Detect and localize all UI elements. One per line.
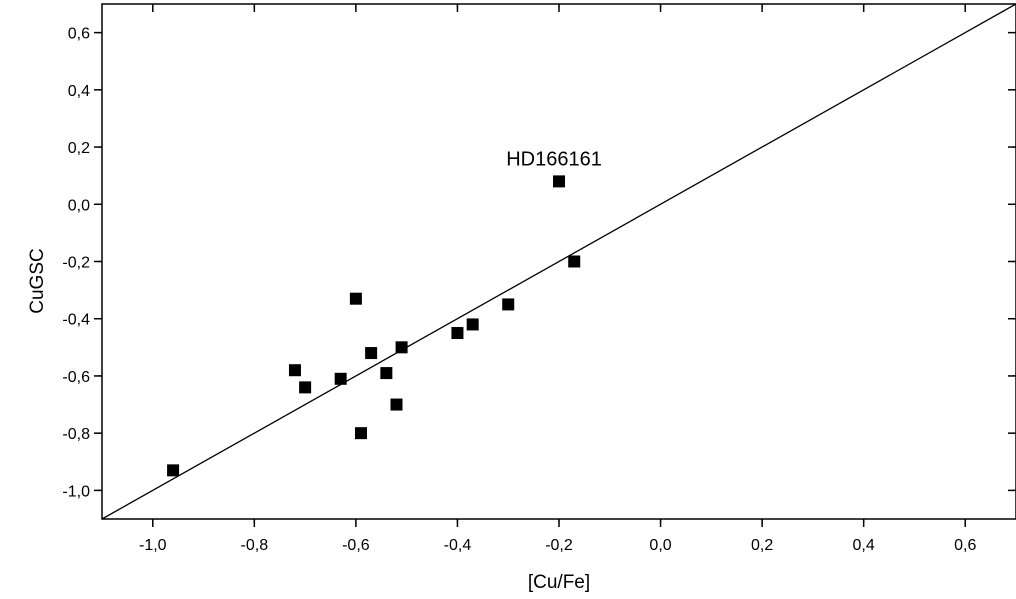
point-annotation: HD166161 [506, 148, 602, 170]
data-point [390, 398, 403, 411]
y-tick-label: 0,4 [68, 83, 90, 100]
x-tick-label: 0,4 [853, 537, 875, 554]
data-point [354, 427, 367, 440]
x-tick-label: 0,2 [751, 537, 773, 554]
data-point [502, 298, 515, 311]
x-axis-label: [Cu/Fe] [528, 572, 590, 593]
data-point [451, 327, 464, 340]
data-point [466, 318, 479, 331]
data-point [553, 175, 565, 188]
y-tick-label: 0,6 [68, 26, 90, 43]
y-tick-label: -0,8 [62, 426, 90, 443]
data-point [349, 292, 362, 305]
fit-line [101, 3, 1016, 520]
y-axis-label: CuGSC [27, 248, 48, 313]
x-tick-label: -0,8 [241, 537, 269, 554]
x-tick-label: -0,4 [444, 537, 472, 554]
y-axis-ticks: -1,0 -0,8 -0,6 -0,4 -0,2 0,0 0,2 0,4 0,6 [62, 26, 1016, 500]
data-point [299, 381, 312, 394]
x-axis-ticks: -1,0 -0,8 -0,6 -0,4 -0,2 0,0 0,2 0,4 0,6 [139, 4, 976, 554]
x-tick-label: -1,0 [139, 537, 167, 554]
x-tick-label: -0,2 [545, 537, 573, 554]
y-tick-label: -1,0 [62, 483, 90, 500]
x-tick-label: 0,0 [649, 537, 671, 554]
data-point [334, 372, 347, 385]
x-tick-label: 0,6 [954, 537, 976, 554]
data-point [288, 364, 301, 377]
fit-line-layer [101, 3, 1016, 520]
x-tick-label: -0,6 [342, 537, 370, 554]
y-tick-label: -0,4 [62, 312, 90, 329]
y-tick-label: 0,2 [68, 140, 90, 157]
data-point [568, 255, 581, 268]
y-tick-label: -0,2 [62, 255, 90, 272]
data-point [365, 347, 378, 360]
data-points [167, 175, 581, 477]
data-point [380, 367, 393, 380]
y-tick-label: -0,6 [62, 369, 90, 386]
data-point [395, 341, 408, 354]
data-point [167, 464, 180, 477]
y-tick-label: 0,0 [68, 197, 90, 214]
annotations: HD166161 [506, 148, 602, 170]
